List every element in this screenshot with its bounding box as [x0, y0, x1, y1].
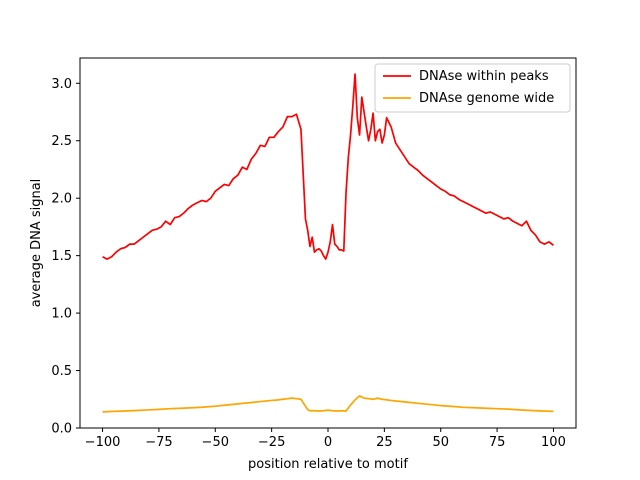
x-tick-label: 50 — [432, 435, 449, 450]
y-tick-label: 0.5 — [51, 364, 72, 379]
x-tick-label: −100 — [85, 435, 121, 450]
x-axis-label: position relative to motif — [248, 457, 408, 472]
series-layer — [102, 73, 554, 413]
y-tick-label: 1.5 — [51, 249, 72, 264]
legend-label-genome: DNAse genome wide — [419, 91, 554, 106]
x-tick-label: −75 — [145, 435, 172, 450]
y-tick-label: 0.0 — [51, 422, 72, 437]
x-tick-label: −25 — [258, 435, 285, 450]
y-axis: 0.0 0.5 1.0 1.5 2.0 2.5 3.0 — [51, 77, 80, 437]
x-tick-label: 25 — [376, 435, 393, 450]
y-tick-label: 2.0 — [51, 192, 72, 207]
x-tick-label: 100 — [541, 435, 566, 450]
x-axis: −100 −75 −50 −25 0 25 50 75 100 — [85, 428, 566, 450]
legend-label-peaks: DNAse within peaks — [419, 69, 549, 84]
x-tick-label: 0 — [324, 435, 332, 450]
legend-box — [374, 63, 571, 113]
series-line-1 — [102, 394, 554, 413]
y-tick-label: 3.0 — [51, 77, 72, 92]
y-tick-label: 1.0 — [51, 307, 72, 322]
x-tick-label: −50 — [202, 435, 229, 450]
legend: DNAse within peaks DNAse genome wide — [374, 63, 571, 113]
x-tick-label: 75 — [489, 435, 506, 450]
series-line-0 — [102, 73, 554, 260]
y-tick-label: 2.5 — [51, 134, 72, 149]
y-axis-label: average DNA signal — [29, 179, 44, 308]
